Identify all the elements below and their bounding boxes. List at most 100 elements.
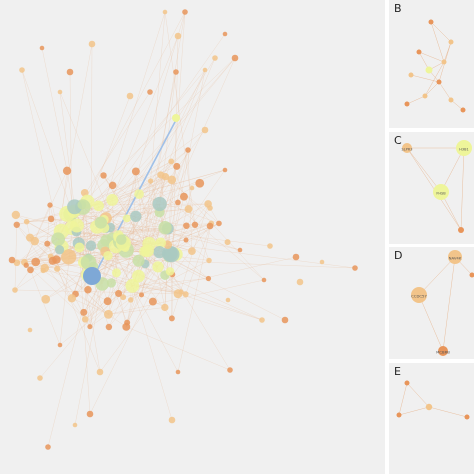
network-node — [183, 222, 190, 230]
network-edge — [39, 260, 139, 379]
network-graph-d: NAV4K CCDC57 MCBRB — [411, 250, 474, 356]
network-node — [179, 192, 188, 201]
network-node — [138, 292, 145, 298]
network-node — [77, 200, 87, 210]
network-node — [158, 221, 172, 235]
network-edge — [79, 174, 161, 248]
network-node — [404, 101, 410, 107]
network-node — [222, 167, 228, 173]
network-edge — [108, 69, 206, 315]
network-node — [161, 303, 169, 312]
network-node — [85, 240, 97, 251]
node-label: H3B1 — [459, 148, 469, 152]
network-edge — [430, 21, 445, 63]
network-node — [224, 239, 231, 246]
panel-letter-d: D — [394, 249, 403, 262]
network-node — [207, 205, 213, 211]
network-node — [125, 278, 140, 293]
network-edge — [165, 176, 220, 224]
network-edge — [45, 212, 160, 300]
network-edge — [14, 289, 179, 294]
network-node — [174, 32, 182, 40]
network-node — [94, 216, 107, 229]
network-edge — [59, 254, 172, 346]
network-node — [23, 262, 29, 268]
network-node — [188, 247, 196, 255]
network-node — [292, 253, 300, 261]
node-label: NAV4K — [449, 256, 462, 261]
network-edge — [450, 99, 464, 111]
network-node — [84, 286, 92, 294]
network-node — [47, 202, 53, 208]
network-node — [152, 261, 164, 273]
network-edge — [169, 271, 231, 371]
network-edge — [78, 243, 91, 415]
node-label: MCBRB — [436, 350, 450, 355]
network-node — [182, 291, 189, 298]
network-edge — [16, 185, 113, 263]
network-edge — [71, 212, 160, 299]
network-panel-a — [0, 0, 385, 474]
node-label: CCDC57 — [411, 294, 427, 299]
network-edge — [164, 11, 186, 308]
network-node — [62, 166, 72, 175]
network-edge — [107, 260, 139, 302]
network-node — [57, 342, 63, 348]
network-node — [281, 316, 289, 324]
network-edge — [186, 169, 226, 226]
network-node — [87, 324, 93, 330]
network-edge — [61, 246, 139, 277]
network-node — [27, 327, 33, 333]
network-node — [222, 31, 228, 37]
network-node — [162, 9, 168, 15]
network-edge — [85, 244, 168, 320]
network-node — [105, 323, 113, 331]
network-node — [319, 259, 325, 265]
network-node — [127, 297, 134, 303]
network-node — [464, 414, 470, 420]
network-node — [231, 54, 239, 62]
network-node — [168, 416, 176, 424]
network-node — [191, 221, 199, 228]
network-node — [189, 185, 195, 191]
network-edge — [16, 174, 161, 263]
network-node — [227, 367, 233, 373]
panel-letter-c: C — [394, 134, 402, 147]
network-edge — [418, 294, 444, 352]
network-node — [116, 234, 127, 245]
network-node — [8, 256, 16, 264]
network-node — [408, 72, 414, 78]
network-node — [216, 220, 222, 227]
network-edge — [177, 223, 212, 373]
network-node — [86, 410, 94, 418]
network-graph-c: SLPR3 H3B1 FHSB — [402, 140, 472, 233]
network-node — [296, 278, 304, 286]
network-edge — [71, 203, 160, 229]
network-node — [44, 240, 51, 247]
network-edge — [96, 11, 166, 227]
network-node — [425, 403, 433, 411]
network-edge — [90, 43, 93, 246]
network-edge — [187, 149, 193, 252]
network-node — [175, 199, 181, 206]
network-node — [161, 245, 178, 262]
network-node — [206, 257, 212, 264]
network-node — [37, 375, 43, 381]
network-node — [404, 380, 410, 386]
network-node — [11, 210, 21, 220]
network-node — [469, 272, 474, 278]
network-edge — [177, 293, 263, 321]
network-node — [131, 167, 140, 176]
network-edge — [430, 21, 452, 43]
network-edge — [21, 69, 62, 247]
network-node — [19, 67, 25, 73]
network-node — [108, 181, 117, 190]
network-node — [148, 297, 157, 306]
network-node — [31, 257, 41, 267]
network-node — [161, 173, 170, 181]
network-node — [69, 218, 84, 233]
network-node — [103, 297, 112, 306]
network-node — [428, 19, 434, 25]
network-node — [182, 9, 188, 15]
network-node — [57, 89, 63, 95]
